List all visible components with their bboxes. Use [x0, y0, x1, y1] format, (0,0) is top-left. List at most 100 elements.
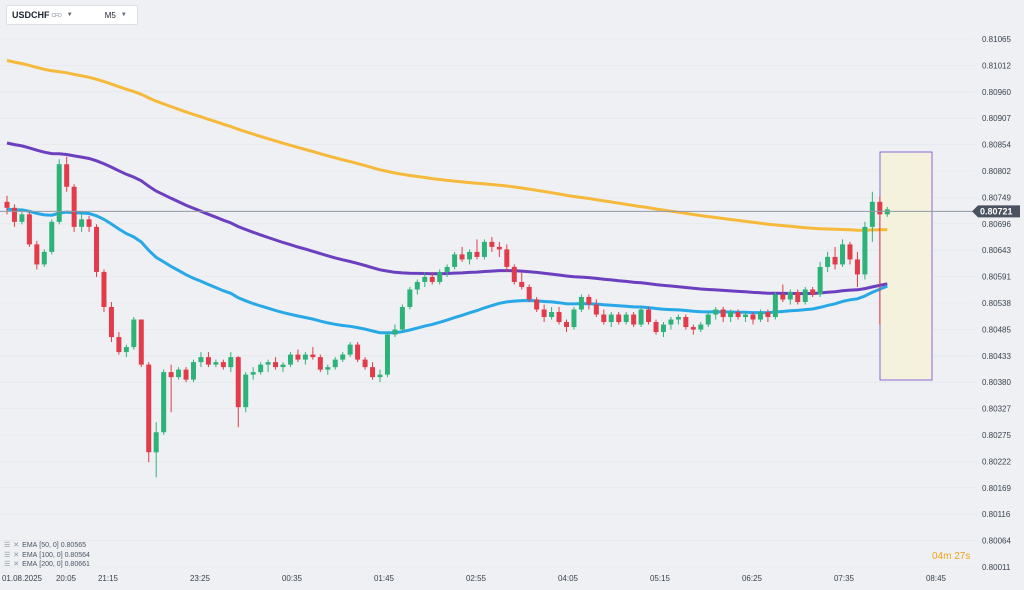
- candle-body: [213, 362, 219, 365]
- candle: [660, 322, 666, 338]
- candle: [698, 322, 704, 333]
- price-axis[interactable]: 0.81065 0.81012 0.80960 0.80907 0.80854 0.808…: [982, 35, 1011, 572]
- candle: [467, 249, 473, 265]
- candle: [86, 215, 92, 232]
- candle: [414, 279, 420, 295]
- candle-body: [370, 367, 376, 378]
- candle: [496, 241, 502, 257]
- candle: [123, 344, 129, 358]
- settings-icon[interactable]: ☰: [4, 542, 11, 549]
- candle: [392, 324, 398, 338]
- price-tick-label: 0.80960: [982, 88, 1011, 97]
- candle-body: [757, 312, 763, 320]
- candle: [593, 299, 599, 318]
- candle: [355, 342, 361, 363]
- candle: [877, 196, 883, 325]
- candle: [534, 296, 540, 313]
- candle-body: [653, 322, 659, 333]
- candle: [138, 319, 144, 368]
- candle-body: [422, 276, 428, 282]
- candle-body: [832, 256, 838, 265]
- candle-body: [116, 337, 122, 353]
- candle: [243, 372, 249, 413]
- candle-body: [631, 314, 637, 325]
- candle: [705, 312, 711, 328]
- candle-body: [638, 309, 644, 325]
- settings-icon[interactable]: ☰: [4, 551, 11, 559]
- candle: [757, 309, 763, 323]
- current-price-label: 0.80721: [980, 206, 1013, 216]
- candle-body: [34, 244, 40, 265]
- symbol-selector[interactable]: USDCHF CFD ▼ M5 ▼: [6, 5, 138, 25]
- candle: [526, 284, 532, 302]
- indicator-params: [50, 0]: [39, 542, 59, 549]
- candle-body: [258, 364, 264, 373]
- candle: [519, 271, 525, 290]
- time-tick-label: 23:25: [190, 574, 211, 583]
- current-price-tag: 0.80721: [972, 205, 1020, 218]
- candle: [623, 312, 629, 325]
- indicator-ema-50[interactable]: ☰ ✕ EMA [50, 0] 0.80565: [4, 541, 90, 551]
- candle: [34, 240, 40, 270]
- candle: [399, 304, 405, 333]
- candle: [802, 286, 808, 305]
- candle-body: [772, 294, 778, 318]
- candle: [489, 236, 495, 252]
- candle: [765, 309, 771, 323]
- price-tick-label: 0.80538: [982, 299, 1011, 308]
- price-tick-label: 0.81065: [982, 35, 1011, 44]
- candle: [213, 359, 219, 368]
- close-icon[interactable]: ✕: [13, 561, 20, 568]
- candle: [422, 271, 428, 287]
- indicator-params: [200, 0]: [39, 561, 63, 568]
- close-icon[interactable]: ✕: [13, 542, 20, 549]
- candle-body: [228, 357, 234, 368]
- time-axis[interactable]: 01.08.2025 20:05 21:15 23:25 00:35 01:45 02:55…: [2, 574, 947, 583]
- candle-body: [384, 334, 390, 375]
- indicator-ema-200[interactable]: ☰ ✕ EMA [200, 0] 0.80661: [4, 560, 90, 570]
- candle: [735, 309, 741, 320]
- countdown-seconds: 27: [954, 551, 966, 562]
- price-tick-label: 0.80064: [982, 537, 1011, 546]
- candle: [153, 422, 159, 478]
- candle-body: [138, 319, 144, 365]
- time-tick-label: 01.08.2025: [2, 574, 43, 583]
- price-tick-label: 0.80907: [982, 114, 1011, 123]
- candle-body: [444, 266, 450, 272]
- candle-body: [564, 322, 569, 328]
- chevron-down-icon[interactable]: ▼: [66, 12, 73, 18]
- candle-body: [347, 344, 353, 355]
- candle: [452, 251, 458, 270]
- candle: [228, 352, 234, 373]
- candle-body: [780, 294, 786, 300]
- price-tick-label: 0.80169: [982, 484, 1011, 493]
- candle-body: [541, 309, 547, 318]
- candle-body: [4, 201, 10, 208]
- settings-icon[interactable]: ☰: [4, 561, 11, 568]
- candle: [728, 309, 734, 323]
- candle-body: [108, 307, 114, 338]
- price-tick-label: 0.80802: [982, 167, 1011, 176]
- price-tick-label: 0.80854: [982, 141, 1011, 150]
- candle-body: [205, 357, 211, 365]
- timeframe-label[interactable]: M5: [104, 10, 116, 20]
- close-icon[interactable]: ✕: [13, 551, 20, 559]
- candle-body: [526, 286, 532, 300]
- candle-body: [19, 214, 25, 222]
- candle-body: [94, 226, 100, 272]
- candle: [198, 352, 204, 368]
- candle: [675, 314, 681, 325]
- candle-body: [131, 319, 137, 348]
- price-tick-label: 0.80749: [982, 193, 1011, 202]
- indicator-ema-100[interactable]: ☰ ✕ EMA [100, 0] 0.80564: [4, 551, 90, 561]
- candle: [94, 224, 100, 277]
- candle-body: [571, 309, 577, 328]
- chevron-down-icon[interactable]: ▼: [120, 12, 127, 18]
- candle-body: [86, 219, 92, 227]
- candle-body: [153, 432, 159, 453]
- candle: [370, 362, 376, 380]
- candle-body: [728, 312, 734, 318]
- time-tick-label: 01:45: [374, 574, 395, 583]
- candle: [220, 359, 226, 370]
